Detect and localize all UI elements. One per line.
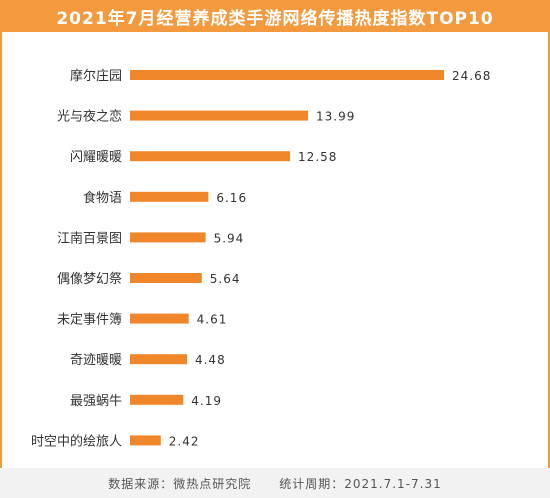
bar [130,313,189,324]
category-label: 未定事件簿 [57,313,122,328]
chart-title: 2021年7月经营养成类手游网络传播热度指数TOP10 [0,0,550,32]
value-label: 4.61 [197,313,228,327]
bar-chart: 摩尔庄园 24.68 光与夜之恋 13.99 闪耀暖暖 12.58 食物语 6.16 江南百景图… [31,68,491,449]
category-label: 时空中的绘旅人 [31,433,122,449]
value-label: 4.19 [191,394,222,408]
frame-border-left [0,32,2,468]
category-label: 食物语 [83,190,122,206]
value-label: 2.42 [169,434,200,448]
bar [130,435,161,446]
value-label: 4.48 [195,353,226,367]
bar [130,110,308,121]
value-label: 5.94 [214,231,245,245]
footer: 数据来源：微热点研究院 统计周期：2021.7.1-7.31 [0,468,550,498]
bar [130,70,444,80]
category-label: 最强蜗牛 [70,393,122,409]
value-label: 13.99 [316,110,355,124]
bar [130,273,202,283]
frame-border-right [548,32,550,468]
bar [130,232,206,243]
category-label: 闪耀暖暖 [70,150,122,165]
bar [130,354,187,365]
value-label: 24.68 [452,69,491,83]
category-label: 偶像梦幻祭 [57,272,122,287]
category-label: 江南百景图 [57,230,122,246]
value-label: 12.58 [298,150,337,164]
value-label: 6.16 [216,191,247,205]
bar [130,151,291,162]
category-label: 奇迹暖暖 [70,352,122,368]
category-label: 摩尔庄园 [70,68,122,84]
footer-period: 统计周期：2021.7.1-7.31 [279,476,442,491]
bar [130,191,209,202]
bar [130,394,184,405]
value-label: 5.64 [210,272,241,286]
category-label: 光与夜之恋 [57,109,122,125]
footer-source: 数据来源：微热点研究院 [108,476,252,491]
